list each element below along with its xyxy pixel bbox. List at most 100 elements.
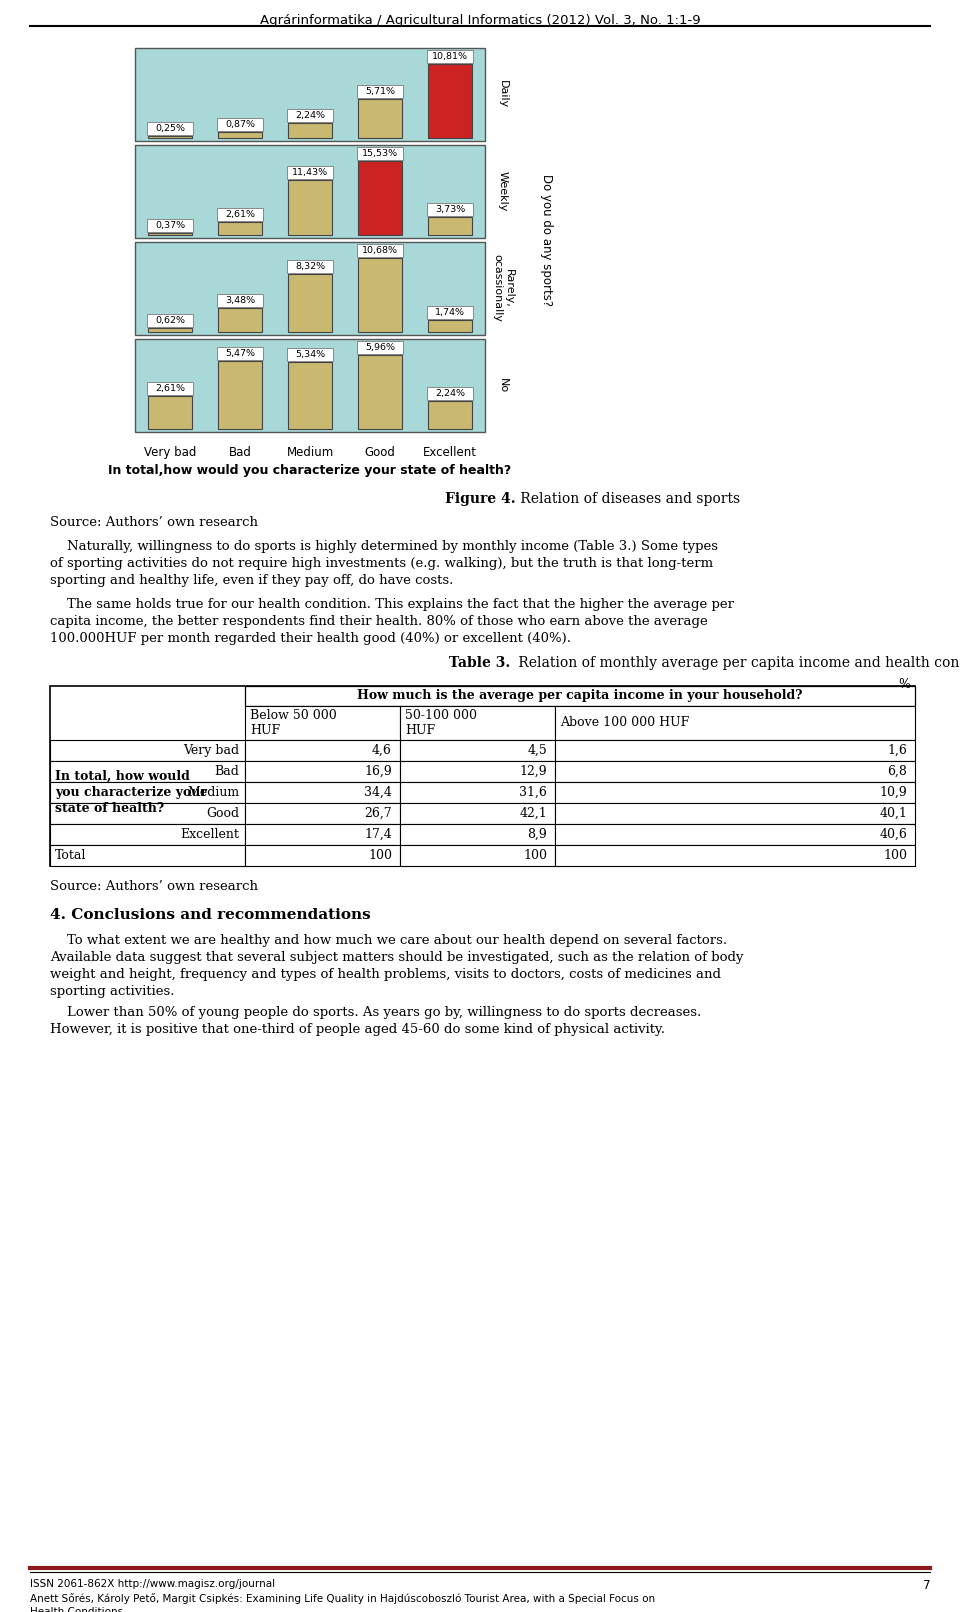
Bar: [135, 48, 485, 140]
Text: 17,4: 17,4: [364, 829, 392, 841]
Bar: [245, 845, 400, 866]
Bar: [288, 123, 332, 139]
Text: %: %: [898, 679, 910, 692]
Bar: [135, 339, 485, 432]
Text: 6,8: 6,8: [887, 766, 907, 779]
Bar: [288, 274, 332, 332]
Text: 100: 100: [883, 850, 907, 862]
Bar: [288, 181, 332, 235]
Bar: [400, 706, 555, 740]
Bar: [428, 401, 471, 429]
Text: ISSN 2061-862X http://www.magisz.org/journal: ISSN 2061-862X http://www.magisz.org/jou…: [30, 1580, 276, 1589]
Text: Figure 4.: Figure 4.: [444, 492, 516, 506]
Bar: [147, 314, 193, 327]
Bar: [555, 740, 915, 761]
Text: Rarely,
ocassionally: Rarely, ocassionally: [492, 255, 514, 322]
Bar: [400, 845, 555, 866]
Bar: [288, 363, 332, 429]
Text: 7: 7: [923, 1580, 930, 1593]
Text: 42,1: 42,1: [519, 808, 547, 821]
Text: 16,9: 16,9: [364, 766, 392, 779]
Text: 100: 100: [523, 850, 547, 862]
Text: 40,1: 40,1: [879, 808, 907, 821]
Bar: [245, 740, 400, 761]
Bar: [555, 706, 915, 740]
Bar: [400, 740, 555, 761]
Bar: [358, 98, 401, 139]
Text: 0,25%: 0,25%: [155, 124, 185, 134]
Text: 4,6: 4,6: [372, 745, 392, 758]
Bar: [50, 740, 245, 761]
Bar: [427, 203, 472, 216]
Text: Above 100 000 HUF: Above 100 000 HUF: [560, 716, 689, 730]
Bar: [245, 782, 400, 803]
Text: Source: Authors’ own research: Source: Authors’ own research: [50, 880, 258, 893]
Text: Very bad: Very bad: [144, 447, 196, 459]
Text: Relation of diseases and sports: Relation of diseases and sports: [516, 492, 740, 506]
Bar: [287, 260, 333, 272]
Bar: [428, 218, 471, 235]
Bar: [217, 347, 263, 359]
Bar: [555, 782, 915, 803]
Text: Relation of monthly average per capita income and health condition: Relation of monthly average per capita i…: [514, 656, 960, 671]
Text: 10,81%: 10,81%: [432, 52, 468, 61]
Bar: [147, 382, 193, 395]
Bar: [218, 222, 262, 235]
Bar: [218, 361, 262, 429]
Text: Daily: Daily: [498, 81, 508, 108]
Bar: [148, 397, 192, 429]
Bar: [400, 782, 555, 803]
Bar: [357, 340, 402, 353]
Text: 15,53%: 15,53%: [362, 148, 398, 158]
Text: 40,6: 40,6: [879, 829, 907, 841]
Text: 1,74%: 1,74%: [435, 308, 465, 318]
Bar: [358, 258, 401, 332]
Bar: [400, 761, 555, 782]
Bar: [555, 845, 915, 866]
Bar: [555, 824, 915, 845]
Text: 5,47%: 5,47%: [225, 348, 255, 358]
Bar: [357, 147, 402, 160]
Text: 5,96%: 5,96%: [365, 343, 395, 351]
Text: 0,37%: 0,37%: [155, 221, 185, 231]
Bar: [148, 234, 192, 235]
Bar: [428, 63, 471, 139]
Bar: [50, 803, 245, 824]
Text: How much is the average per capita income in your household?: How much is the average per capita incom…: [357, 690, 803, 703]
Text: Good: Good: [205, 808, 239, 821]
Text: Excellent: Excellent: [423, 447, 477, 459]
Text: The same holds true for our health condition. This explains the fact that the hi: The same holds true for our health condi…: [50, 598, 734, 645]
Bar: [245, 803, 400, 824]
Text: Good: Good: [365, 447, 396, 459]
Bar: [135, 145, 485, 239]
Text: In total,how would you characterize your state of health?: In total,how would you characterize your…: [108, 464, 512, 477]
Bar: [218, 308, 262, 332]
Bar: [287, 166, 333, 179]
Text: Lower than 50% of young people do sports. As years go by, willingness to do spor: Lower than 50% of young people do sports…: [50, 1006, 701, 1037]
Text: In total, how would
you characterize your
state of health?: In total, how would you characterize you…: [55, 771, 207, 816]
Text: Total: Total: [55, 850, 86, 862]
Text: Anett Sőrés, Károly Pető, Margit Csipkés: Examining Life Quality in Hajdúscobosz: Anett Sőrés, Károly Pető, Margit Csipkés…: [30, 1593, 655, 1612]
Bar: [358, 161, 401, 235]
Text: Bad: Bad: [228, 447, 252, 459]
Text: No: No: [498, 377, 508, 393]
Text: 2,24%: 2,24%: [295, 111, 325, 119]
Text: 10,68%: 10,68%: [362, 245, 398, 255]
Bar: [147, 219, 193, 232]
Bar: [245, 824, 400, 845]
Text: 26,7: 26,7: [365, 808, 392, 821]
Bar: [217, 118, 263, 131]
Text: 2,61%: 2,61%: [155, 384, 185, 393]
Bar: [148, 137, 192, 139]
Bar: [400, 803, 555, 824]
Text: 8,9: 8,9: [527, 829, 547, 841]
Text: 34,4: 34,4: [364, 787, 392, 800]
Text: Table 3.: Table 3.: [449, 656, 511, 671]
Bar: [245, 706, 400, 740]
Text: Source: Authors’ own research: Source: Authors’ own research: [50, 516, 258, 529]
Text: 4. Conclusions and recommendations: 4. Conclusions and recommendations: [50, 908, 371, 922]
Bar: [245, 761, 400, 782]
Bar: [50, 782, 245, 803]
Text: Bad: Bad: [214, 766, 239, 779]
Text: 50-100 000
HUF: 50-100 000 HUF: [405, 709, 477, 737]
